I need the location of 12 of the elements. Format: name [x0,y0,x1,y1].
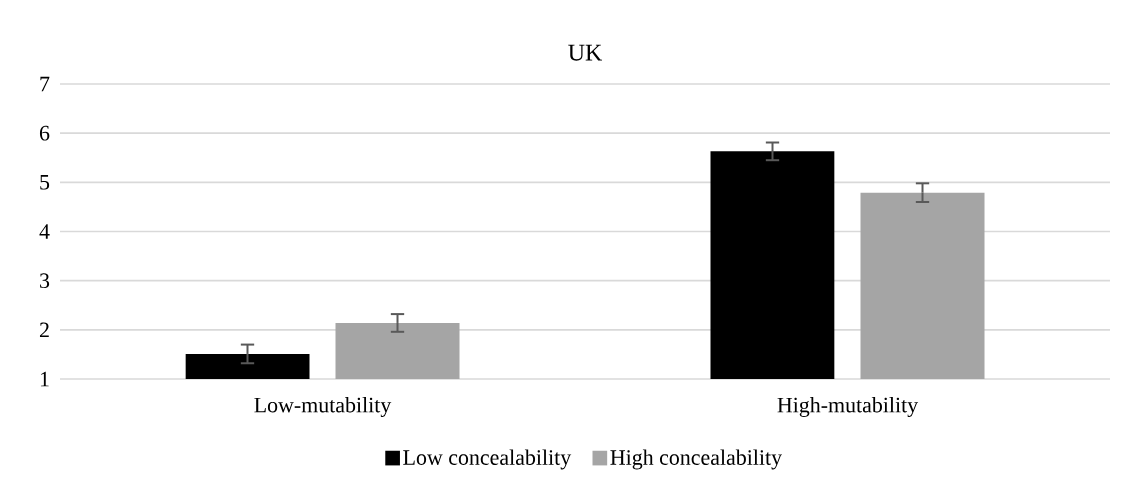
x-tick-label: High-mutability [777,397,919,417]
legend-label: Low concealability [403,449,572,470]
y-tick-label: 3 [40,273,50,289]
chart-title: UK [568,44,603,61]
y-tick-label: 6 [39,125,50,141]
y-tick-label: 7 [40,76,50,92]
y-tick-label: 4 [39,224,50,239]
y-tick-label: 5 [40,175,50,190]
y-tick-label: 1 [40,371,49,387]
x-tick-label: Low-mutability [254,397,392,417]
legend-label: High concealability [610,449,782,470]
y-tick-label: 2 [39,322,49,338]
